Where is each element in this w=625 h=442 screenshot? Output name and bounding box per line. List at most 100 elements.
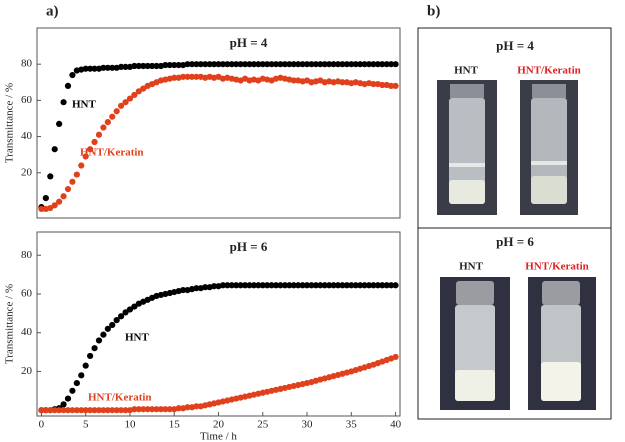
data-point — [392, 82, 399, 90]
data-point — [193, 73, 200, 80]
data-point — [109, 113, 116, 120]
data-point — [131, 406, 138, 413]
data-point — [175, 61, 182, 69]
data-point — [268, 282, 275, 289]
data-point — [166, 406, 173, 413]
data-point — [148, 406, 156, 413]
data-point — [357, 61, 364, 68]
data-point — [264, 61, 271, 68]
data-point — [91, 345, 98, 352]
data-point — [210, 61, 218, 68]
data-point — [392, 61, 399, 68]
data-point — [144, 62, 151, 70]
data-point — [42, 407, 49, 414]
data-point — [259, 61, 266, 68]
data-point — [365, 61, 373, 68]
data-point — [219, 61, 227, 68]
data-point — [343, 282, 350, 289]
x-tick-label: 15 — [169, 419, 181, 431]
data-point — [78, 372, 85, 379]
data-point — [104, 118, 111, 126]
data-point — [95, 337, 103, 344]
data-point — [60, 407, 67, 414]
data-point — [357, 282, 364, 289]
data-point — [303, 61, 311, 68]
legend-label: HNT — [72, 99, 97, 111]
data-point — [64, 82, 72, 90]
data-point — [392, 353, 399, 361]
data-point — [202, 61, 209, 68]
data-point — [241, 282, 249, 289]
data-point — [219, 282, 227, 289]
data-point — [224, 61, 231, 68]
data-point — [100, 407, 107, 414]
data-point — [87, 65, 94, 72]
data-point — [47, 204, 54, 212]
data-point — [264, 282, 271, 289]
data-point — [122, 407, 129, 414]
data-point — [82, 362, 89, 369]
data-point — [268, 61, 275, 68]
chart-title: pH = 6 — [230, 239, 268, 254]
y-tick-label: 40 — [21, 326, 33, 338]
data-point — [64, 407, 72, 414]
data-point — [144, 406, 151, 413]
data-point — [246, 61, 253, 68]
data-point — [339, 282, 346, 289]
data-point — [286, 61, 293, 68]
data-point — [281, 61, 289, 68]
data-point — [277, 282, 284, 289]
data-point — [162, 406, 169, 413]
data-point — [383, 61, 390, 68]
data-point — [171, 61, 178, 69]
data-point — [255, 282, 262, 289]
data-point — [299, 282, 306, 289]
data-point — [312, 282, 319, 289]
data-point — [348, 282, 355, 289]
plot-frame — [36, 231, 401, 417]
data-point — [388, 82, 395, 90]
data-point — [241, 61, 249, 68]
data-point — [113, 108, 120, 115]
data-point — [56, 120, 63, 128]
data-point — [197, 61, 204, 68]
data-point — [233, 282, 240, 289]
data-point — [171, 74, 178, 81]
data-point — [64, 185, 72, 193]
data-point — [290, 282, 297, 289]
data-point — [179, 287, 187, 294]
data-point — [38, 407, 45, 414]
data-point — [135, 88, 142, 95]
data-point — [290, 77, 297, 84]
data-point — [193, 61, 200, 68]
data-point — [140, 406, 147, 413]
data-point — [82, 65, 89, 72]
data-point — [255, 61, 262, 68]
x-tick-label: 0 — [39, 419, 45, 431]
data-point — [82, 407, 89, 414]
data-point — [135, 406, 142, 413]
data-point — [370, 80, 377, 88]
data-point — [135, 62, 142, 70]
data-point — [193, 403, 200, 410]
x-tick-label: 10 — [124, 419, 136, 431]
data-point — [246, 282, 253, 289]
data-point — [206, 61, 213, 68]
data-point — [312, 61, 319, 68]
data-point — [126, 306, 134, 313]
data-point — [78, 407, 85, 414]
data-point — [228, 282, 235, 289]
data-point — [148, 62, 156, 70]
data-point — [330, 61, 337, 68]
data-point — [215, 61, 222, 68]
x-tick-label: 20 — [213, 419, 225, 431]
data-point — [237, 61, 244, 68]
y-tick-label: 20 — [21, 166, 33, 178]
data-point — [91, 407, 98, 414]
data-point — [272, 282, 280, 289]
y-tick-label: 60 — [21, 288, 33, 300]
data-point — [388, 61, 395, 68]
data-point — [64, 395, 72, 402]
data-point — [339, 61, 346, 68]
y-axis-label: Transmittance / % — [4, 83, 16, 163]
